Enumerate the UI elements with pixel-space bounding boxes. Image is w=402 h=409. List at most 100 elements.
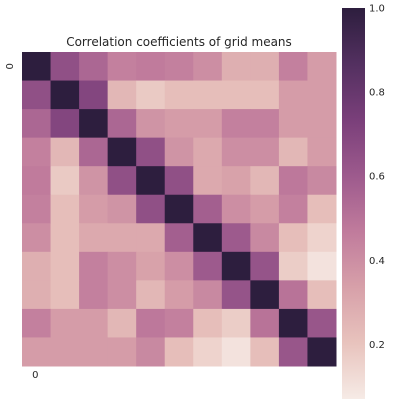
heatmap-cell-8-0 xyxy=(22,280,52,310)
heatmap-cell-5-7 xyxy=(221,194,251,224)
heatmap-cell-10-3 xyxy=(107,337,137,367)
heatmap-cell-2-3 xyxy=(107,109,137,139)
heatmap-cell-0-5 xyxy=(164,52,194,82)
heatmap-cell-2-5 xyxy=(164,109,194,139)
heatmap-cell-4-7 xyxy=(221,166,251,196)
heatmap-cell-5-5 xyxy=(164,194,194,224)
heatmap-cell-0-10 xyxy=(307,52,337,82)
heatmap-cell-2-7 xyxy=(221,109,251,139)
heatmap-cell-7-1 xyxy=(50,251,80,281)
heatmap-cell-3-3 xyxy=(107,137,137,167)
heatmap-cell-9-6 xyxy=(193,308,223,338)
heatmap-cell-7-3 xyxy=(107,251,137,281)
heatmap-cell-7-9 xyxy=(278,251,308,281)
heatmap-cell-3-8 xyxy=(250,137,280,167)
heatmap-cell-5-8 xyxy=(250,194,280,224)
heatmap-cell-7-8 xyxy=(250,251,280,281)
heatmap-cell-1-4 xyxy=(136,80,166,110)
heatmap-cell-4-3 xyxy=(107,166,137,196)
y-tick-label: 0 xyxy=(5,63,16,69)
heatmap-cell-0-0 xyxy=(22,52,52,82)
heatmap-cell-0-4 xyxy=(136,52,166,82)
heatmap-cell-10-6 xyxy=(193,337,223,367)
heatmap-cell-10-2 xyxy=(79,337,109,367)
heatmap-cell-4-0 xyxy=(22,166,52,196)
chart-title: Correlation coefficients of grid means xyxy=(66,35,292,49)
heatmap-cell-3-9 xyxy=(278,137,308,167)
heatmap-cell-2-9 xyxy=(278,109,308,139)
heatmap-cell-9-3 xyxy=(107,308,137,338)
heatmap-cell-6-4 xyxy=(136,223,166,253)
heatmap-cell-9-0 xyxy=(22,308,52,338)
heatmap-cell-6-10 xyxy=(307,223,337,253)
colorbar-tick-label: 0.8 xyxy=(369,88,385,99)
heatmap-cell-1-1 xyxy=(50,80,80,110)
heatmap-cell-2-8 xyxy=(250,109,280,139)
heatmap-cell-4-9 xyxy=(278,166,308,196)
heatmap-cell-6-3 xyxy=(107,223,137,253)
heatmap-cell-3-5 xyxy=(164,137,194,167)
heatmap-cell-10-1 xyxy=(50,337,80,367)
heatmap-cell-4-6 xyxy=(193,166,223,196)
heatmap-cell-3-4 xyxy=(136,137,166,167)
heatmap-cell-4-4 xyxy=(136,166,166,196)
heatmap-cell-8-4 xyxy=(136,280,166,310)
x-tick-label: 0 xyxy=(32,370,38,381)
heatmap-cell-10-10 xyxy=(307,337,337,367)
heatmap-cell-2-6 xyxy=(193,109,223,139)
heatmap-cell-1-3 xyxy=(107,80,137,110)
heatmap-cell-9-8 xyxy=(250,308,280,338)
colorbar-tick-label: 0.6 xyxy=(369,172,385,183)
heatmap-cell-10-4 xyxy=(136,337,166,367)
heatmap-cell-6-1 xyxy=(50,223,80,253)
heatmap-cell-5-4 xyxy=(136,194,166,224)
heatmap-cell-5-9 xyxy=(278,194,308,224)
heatmap-cell-9-1 xyxy=(50,308,80,338)
heatmap-cell-10-7 xyxy=(221,337,251,367)
heatmap-cell-1-9 xyxy=(278,80,308,110)
heatmap-cell-8-7 xyxy=(221,280,251,310)
heatmap-cell-6-2 xyxy=(79,223,109,253)
heatmap-cell-7-5 xyxy=(164,251,194,281)
heatmap-cell-8-3 xyxy=(107,280,137,310)
heatmap-cell-3-1 xyxy=(50,137,80,167)
heatmap-cell-10-5 xyxy=(164,337,194,367)
heatmap-cell-0-7 xyxy=(221,52,251,82)
heatmap-cells xyxy=(22,52,337,367)
heatmap-cell-5-0 xyxy=(22,194,52,224)
heatmap-cell-9-10 xyxy=(307,308,337,338)
heatmap-cell-3-10 xyxy=(307,137,337,167)
heatmap-cell-4-5 xyxy=(164,166,194,196)
heatmap-cell-7-6 xyxy=(193,251,223,281)
heatmap-cell-8-1 xyxy=(50,280,80,310)
heatmap-cell-8-9 xyxy=(278,280,308,310)
heatmap-cell-10-0 xyxy=(22,337,52,367)
heatmap-cell-0-1 xyxy=(50,52,80,82)
heatmap-cell-6-9 xyxy=(278,223,308,253)
heatmap-cell-5-6 xyxy=(193,194,223,224)
colorbar-tick-label: 0.4 xyxy=(369,256,385,267)
y-axis: 0 xyxy=(5,63,16,69)
heatmap-cell-2-1 xyxy=(50,109,80,139)
heatmap-cell-1-2 xyxy=(79,80,109,110)
heatmap-cell-6-8 xyxy=(250,223,280,253)
heatmap-cell-4-1 xyxy=(50,166,80,196)
heatmap-cell-1-5 xyxy=(164,80,194,110)
heatmap-cell-5-2 xyxy=(79,194,109,224)
colorbar-tick-label: 1.0 xyxy=(369,4,385,15)
heatmap-cell-9-9 xyxy=(278,308,308,338)
heatmap-cell-0-6 xyxy=(193,52,223,82)
heatmap-cell-7-7 xyxy=(221,251,251,281)
heatmap-cell-9-5 xyxy=(164,308,194,338)
heatmap-cell-2-4 xyxy=(136,109,166,139)
heatmap-cell-8-2 xyxy=(79,280,109,310)
heatmap-cell-1-6 xyxy=(193,80,223,110)
heatmap-cell-2-10 xyxy=(307,109,337,139)
heatmap-cell-4-10 xyxy=(307,166,337,196)
heatmap-cell-3-6 xyxy=(193,137,223,167)
heatmap-cell-2-0 xyxy=(22,109,52,139)
heatmap-cell-5-10 xyxy=(307,194,337,224)
heatmap-cell-10-8 xyxy=(250,337,280,367)
heatmap-cell-6-0 xyxy=(22,223,52,253)
heatmap-cell-3-7 xyxy=(221,137,251,167)
